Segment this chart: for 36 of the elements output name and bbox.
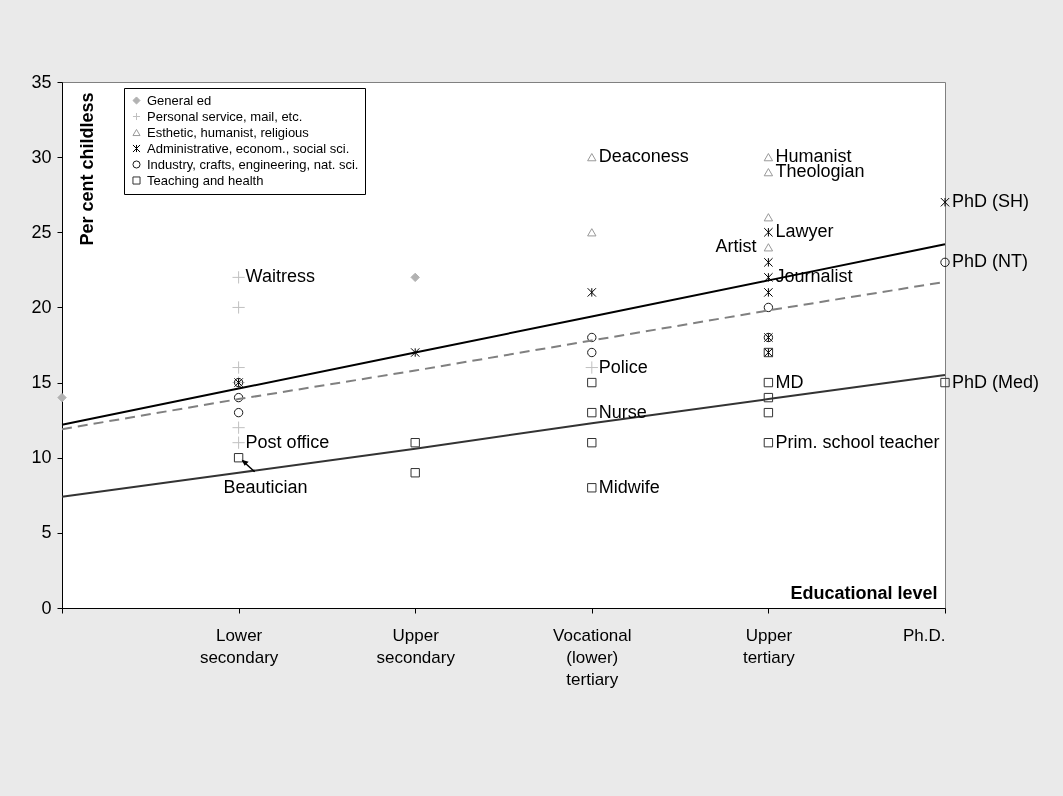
y-tick-label: 30 xyxy=(31,146,52,167)
annotation: Artist xyxy=(715,236,757,257)
annotation: Police xyxy=(598,356,648,377)
annotation: Post office xyxy=(245,431,330,452)
x-tick-label: Lower secondary xyxy=(199,625,279,667)
annotation: Beautician xyxy=(223,476,308,497)
legend-label: Teaching and health xyxy=(147,172,264,188)
y-tick-label: 15 xyxy=(31,372,52,393)
annotation: Lawyer xyxy=(775,221,834,242)
legend-label: Personal service, mail, etc. xyxy=(147,108,303,124)
y-axis-title: Per cent childless xyxy=(76,92,97,246)
annotation: PhD (SH) xyxy=(952,191,1030,212)
annotation: PhD (Med) xyxy=(952,371,1040,392)
legend-label: Esthetic, humanist, religious xyxy=(147,124,310,140)
annotation: Deaconess xyxy=(598,146,689,167)
x-tick-label: Vocational (lower) tertiary xyxy=(553,625,632,689)
annotation: Waitress xyxy=(245,266,315,287)
annotation: Nurse xyxy=(598,401,647,422)
x-tick-label: Upper tertiary xyxy=(742,625,796,667)
legend-label: Administrative, econom., social sci. xyxy=(147,140,350,156)
annotation: Midwife xyxy=(598,476,660,497)
y-tick-label: 10 xyxy=(31,447,52,468)
x-tick-label: Upper secondary xyxy=(376,625,456,667)
annotation: PhD (NT) xyxy=(952,251,1028,272)
annotation: Prim. school teacher xyxy=(775,431,940,452)
x-tick-label: Ph.D. xyxy=(902,625,946,645)
y-tick-label: 20 xyxy=(31,296,52,317)
y-tick-label: 25 xyxy=(31,221,52,242)
legend-label: General ed xyxy=(147,92,212,108)
x-axis-title: Educational level xyxy=(790,582,938,603)
y-tick-label: 0 xyxy=(41,597,52,618)
annotation: MD xyxy=(775,371,804,392)
y-tick-label: 35 xyxy=(31,71,52,92)
annotation: Journalist xyxy=(775,266,853,287)
legend-label: Industry, crafts, engineering, nat. sci. xyxy=(147,156,359,172)
y-tick-label: 5 xyxy=(41,522,52,543)
